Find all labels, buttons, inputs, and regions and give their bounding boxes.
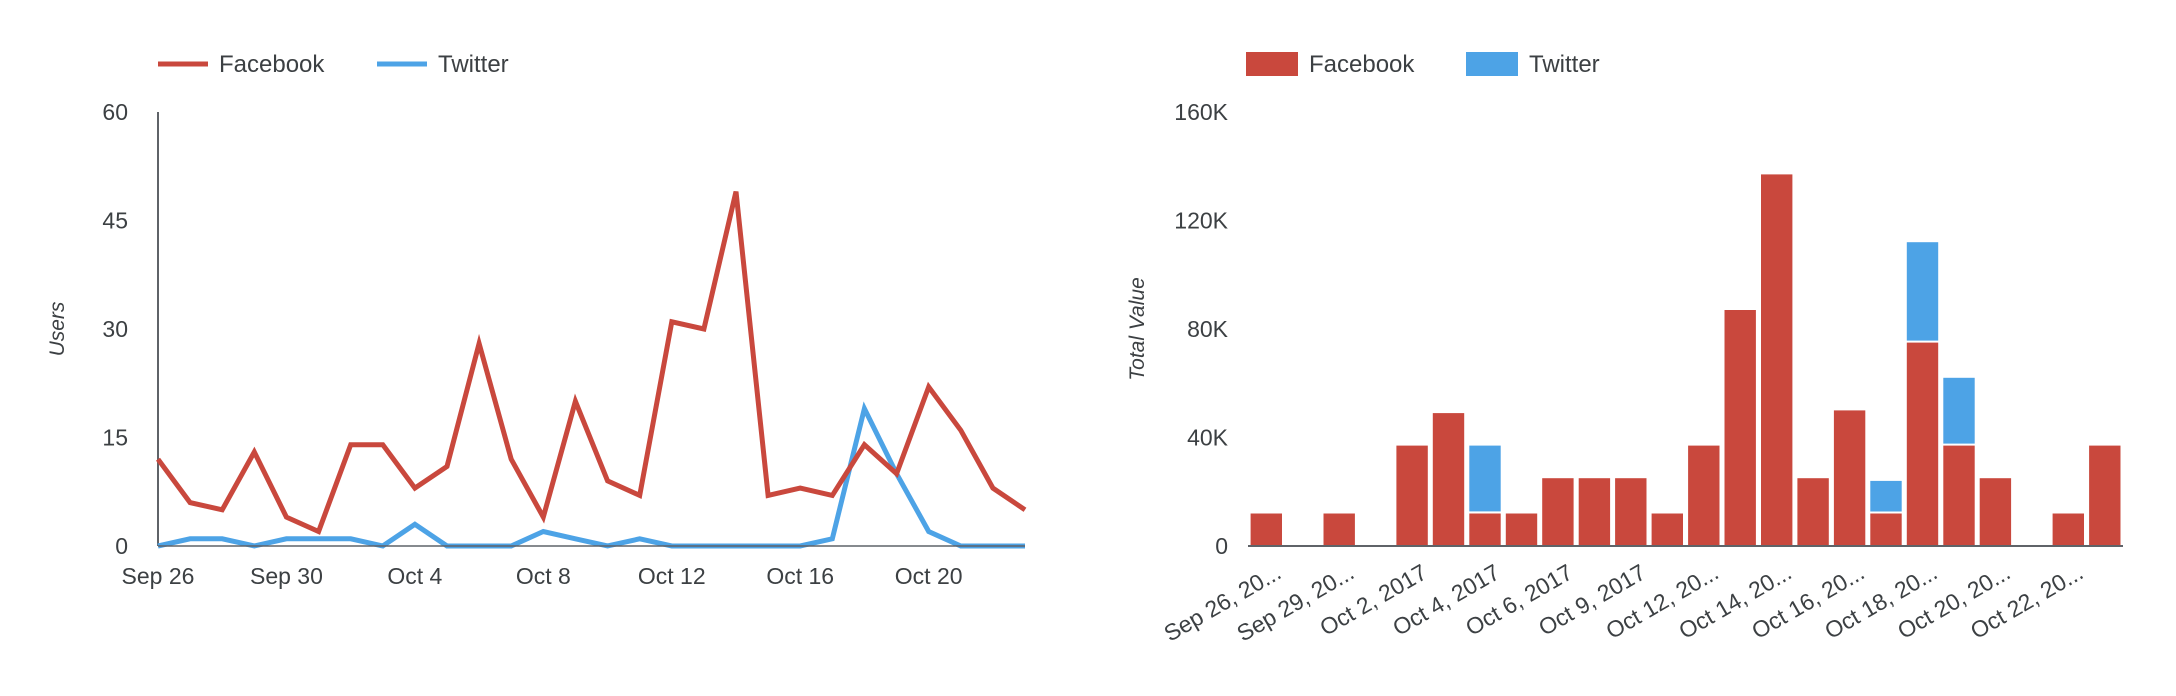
legend: Facebook Twitter: [1246, 51, 1600, 78]
bar-twitter: [1870, 480, 1902, 512]
x-tick-label: Oct 20: [895, 563, 963, 589]
y-tick-label: 15: [102, 425, 128, 451]
bar-facebook: [1688, 445, 1720, 546]
legend-item-twitter: Twitter: [377, 51, 509, 78]
bar-twitter: [1943, 377, 1975, 444]
bar-facebook: [1323, 513, 1355, 546]
y-tick-label: 45: [102, 208, 128, 234]
bar-facebook: [1906, 342, 1939, 546]
y-axis-title: Total Value: [1126, 277, 1149, 381]
bar-facebook: [1432, 413, 1465, 546]
y-tick-label: 80K: [1187, 316, 1229, 342]
series-line-facebook: [155, 191, 1027, 535]
bar-facebook: [1870, 513, 1902, 546]
bar-facebook: [1469, 513, 1501, 546]
bar-facebook: [2089, 445, 2121, 546]
legend-item-facebook: Facebook: [1246, 51, 1415, 78]
y-tick-label: 0: [1215, 533, 1228, 559]
y-tick-label: 60: [102, 99, 128, 125]
bar-facebook: [1578, 478, 1611, 546]
x-tick-label: Sep 30: [250, 563, 323, 589]
bar-facebook: [1651, 513, 1683, 546]
legend-label-facebook: Facebook: [219, 51, 325, 78]
x-tick-label: Oct 12: [638, 563, 706, 589]
bar-twitter: [1906, 242, 1939, 341]
x-tick-label: Oct 8: [516, 563, 571, 589]
bar-facebook: [1396, 445, 1428, 546]
bar-facebook: [1833, 410, 1866, 546]
line-chart: Facebook Twitter 60 45 30 15 0 Users Sep 26 Sep 3…: [46, 51, 1027, 589]
legend-label-twitter: Twitter: [438, 51, 509, 78]
legend-swatch-twitter: [1466, 52, 1518, 76]
bar-facebook: [1979, 478, 2012, 546]
bar-twitter: [1469, 445, 1501, 512]
y-tick-label: 0: [115, 533, 128, 559]
bar-facebook: [1761, 174, 1793, 546]
legend-item-twitter: Twitter: [1466, 51, 1600, 78]
series-line-twitter: [157, 401, 1025, 549]
legend-item-facebook: Facebook: [158, 51, 325, 78]
legend: Facebook Twitter: [158, 51, 509, 78]
y-axis-title: Users: [46, 301, 69, 356]
bar-facebook: [1615, 478, 1647, 546]
bar-facebook: [1724, 310, 1756, 546]
y-tick-label: 120K: [1174, 208, 1228, 234]
legend-label-twitter: Twitter: [1529, 51, 1600, 78]
bar-facebook: [1505, 513, 1538, 546]
y-tick-label: 30: [102, 316, 128, 342]
y-tick-label: 40K: [1187, 425, 1229, 451]
bar-facebook: [2052, 513, 2084, 546]
bar-chart: Facebook Twitter 160K 120K 80K 40K 0 Total Valu…: [1126, 51, 2123, 646]
x-tick-label: Oct 4: [387, 563, 442, 589]
bar-facebook: [1542, 478, 1574, 546]
legend-swatch-facebook: [1246, 52, 1298, 76]
bar-facebook: [1943, 445, 1975, 546]
y-tick-label: 160K: [1174, 99, 1228, 125]
legend-label-facebook: Facebook: [1309, 51, 1415, 78]
x-tick-label: Sep 26: [122, 563, 195, 589]
bar-facebook: [1250, 513, 1282, 546]
bar-facebook: [1797, 478, 1829, 546]
x-tick-label: Oct 16: [766, 563, 834, 589]
